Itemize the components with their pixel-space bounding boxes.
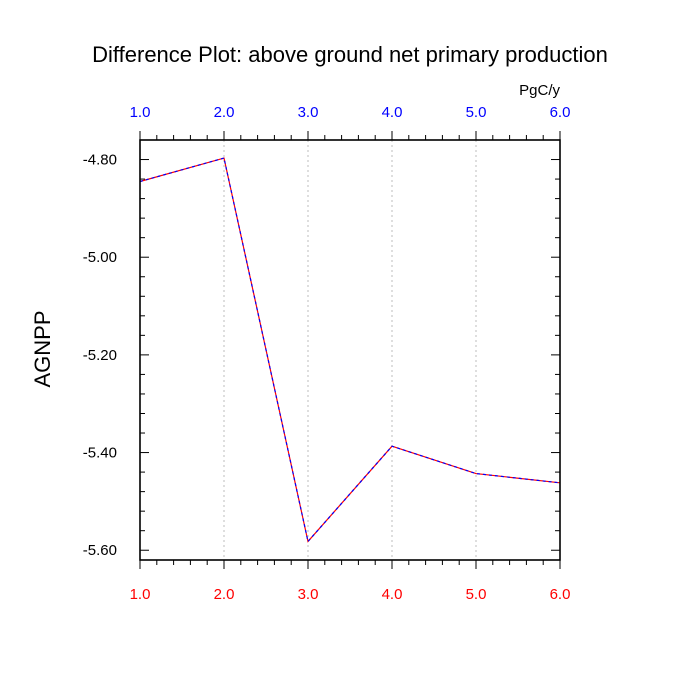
units-label: PgC/y [519,82,560,99]
series-line-overlay [139,157,561,543]
x-tick-label-top: 6.0 [550,104,571,121]
x-tick-label-top: 2.0 [214,104,235,121]
x-tick-label-bottom: 6.0 [550,586,571,603]
y-tick-label: -5.60 [83,542,117,559]
x-tick-label-bottom: 1.0 [130,586,151,603]
x-tick-label-bottom: 5.0 [466,586,487,603]
axis-ticks [139,131,561,569]
y-axis-label: AGNPP [30,310,55,387]
y-tick-label: -5.40 [83,445,117,462]
y-tick-label: -5.00 [83,249,117,266]
series-line [139,157,561,543]
x-tick-label-bottom: 4.0 [382,586,403,603]
x-tick-label-bottom: 3.0 [298,586,319,603]
grid-lines [223,140,477,560]
y-tick-label: -5.20 [83,347,117,364]
series-layer [139,157,561,543]
x-tick-label-bottom: 2.0 [214,586,235,603]
chart-title: Difference Plot: above ground net primar… [92,42,608,67]
y-tick-label: -4.80 [83,152,117,169]
x-tick-label-top: 5.0 [466,104,487,121]
x-tick-label-top: 4.0 [382,104,403,121]
tick-labels: 1.0 1.0 2.0 2.0 3.0 3.0 4.0 4.0 5.0 5.0 6.0 6.0 -4.8… [83,104,571,603]
x-tick-label-top: 1.0 [130,104,151,121]
plot-frame [139,139,561,561]
x-tick-label-top: 3.0 [298,104,319,121]
